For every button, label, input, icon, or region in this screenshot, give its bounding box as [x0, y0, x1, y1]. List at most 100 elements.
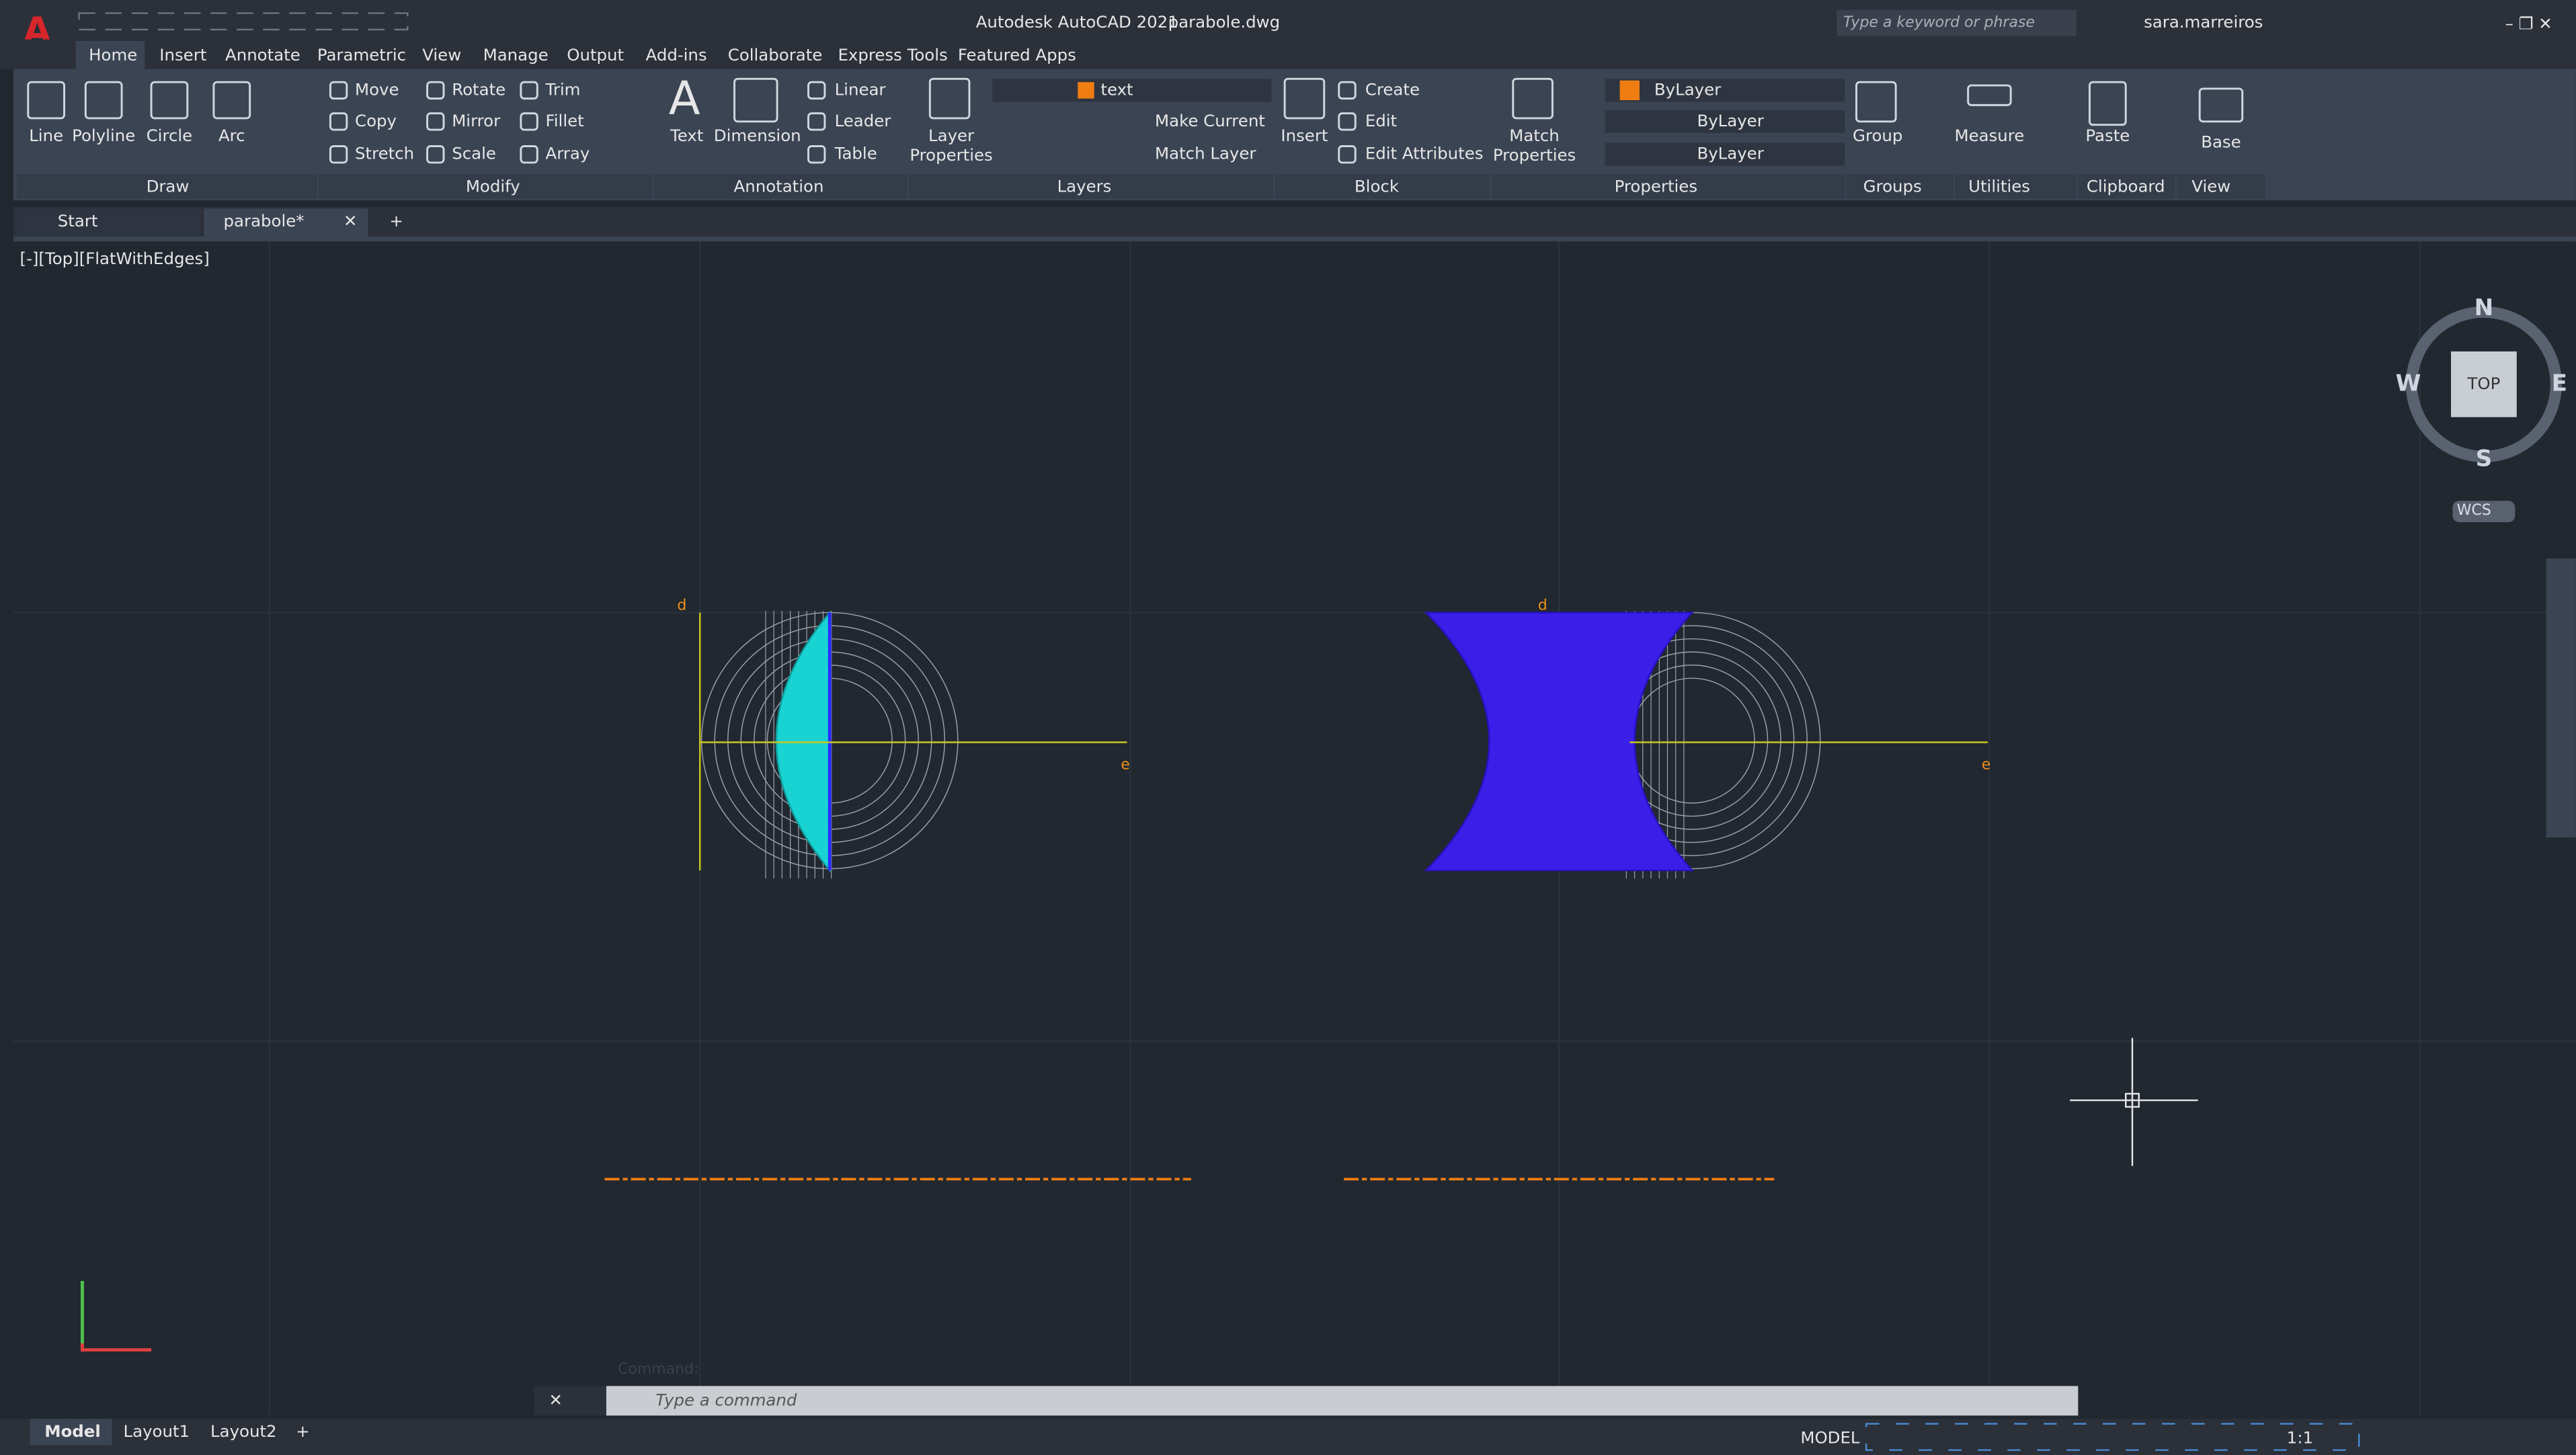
command-placeholder[interactable]: Type a command: [655, 1390, 797, 1409]
viewcube-face[interactable]: [2451, 351, 2517, 417]
tool-label[interactable]: Leader: [835, 111, 892, 130]
quick-access-toolbar[interactable]: [78, 12, 409, 31]
tool-icon[interactable]: [27, 81, 66, 120]
tool-icon[interactable]: [1855, 81, 1897, 123]
property-dropdown[interactable]: [1605, 110, 1845, 133]
user-name[interactable]: sara.marreiros: [2144, 12, 2263, 32]
panel-title-bar[interactable]: [1846, 174, 1954, 199]
tool-label[interactable]: Move: [355, 79, 399, 99]
panel-title[interactable]: Layers: [1057, 177, 1112, 196]
tool-label[interactable]: Copy: [355, 111, 397, 130]
tool-label[interactable]: Stretch: [355, 144, 414, 163]
property-value[interactable]: ByLayer: [1697, 111, 1764, 130]
panel-title[interactable]: Properties: [1615, 177, 1697, 196]
property-value[interactable]: ByLayer: [1697, 144, 1764, 163]
tool-icon[interactable]: [426, 112, 445, 131]
menu-tab[interactable]: Output: [567, 45, 624, 65]
tool-icon[interactable]: [329, 112, 348, 131]
menu-tab[interactable]: Add-ins: [646, 45, 707, 65]
tool-icon[interactable]: [520, 112, 538, 131]
property-dropdown[interactable]: [1605, 79, 1845, 102]
model-space[interactable]: MODEL: [1800, 1428, 1860, 1448]
panel-title-bar[interactable]: [1492, 174, 1845, 199]
layout-tab[interactable]: Layout2: [210, 1421, 277, 1441]
tool-label[interactable]: Edit Attributes: [1365, 144, 1484, 163]
tool-icon[interactable]: [2198, 87, 2244, 123]
annotation-scale[interactable]: 1:1: [2287, 1428, 2313, 1448]
tool-label[interactable]: Properties: [1493, 145, 1576, 165]
layout-tab[interactable]: Layout1: [124, 1421, 190, 1441]
tool-label[interactable]: Edit: [1365, 111, 1397, 130]
active-tab[interactable]: [75, 41, 145, 69]
menu-tab[interactable]: Insert: [159, 45, 206, 65]
compass-south[interactable]: S: [2476, 446, 2493, 472]
panel-title[interactable]: Draw: [147, 177, 190, 196]
tool-icon[interactable]: [84, 81, 123, 120]
menu-tab[interactable]: Parametric: [317, 45, 406, 65]
tool-icon[interactable]: [1338, 145, 1357, 164]
menu-tab[interactable]: Manage: [483, 45, 549, 65]
tool-label[interactable]: Insert: [1281, 126, 1328, 145]
menu-tab[interactable]: View: [422, 45, 461, 65]
command-controls[interactable]: [534, 1386, 606, 1416]
panel-title-bar[interactable]: [653, 174, 908, 199]
close-tab[interactable]: ✕: [344, 211, 357, 231]
tool-icon[interactable]: [807, 81, 826, 100]
tool-label[interactable]: Array: [546, 144, 590, 163]
layer-name[interactable]: text: [1100, 79, 1133, 99]
tool-icon[interactable]: [212, 81, 251, 120]
tool-label[interactable]: Group: [1853, 126, 1902, 145]
tool-label[interactable]: Make Current: [1155, 111, 1265, 130]
tool-label[interactable]: Circle: [147, 126, 193, 145]
tool-label[interactable]: Base: [2201, 132, 2241, 152]
tool-icon[interactable]: [426, 81, 445, 100]
tool-icon[interactable]: [1283, 77, 1326, 120]
search-placeholder[interactable]: Type a keyword or phrase: [1843, 14, 2035, 31]
doc-tab-label[interactable]: Start: [58, 211, 98, 231]
ucs-menu[interactable]: [2452, 501, 2515, 523]
compass-east[interactable]: E: [2552, 370, 2567, 397]
tool-icon[interactable]: [1338, 112, 1357, 131]
tool-icon[interactable]: [520, 81, 538, 100]
tool-label[interactable]: Paste: [2085, 126, 2130, 145]
layout-tab-active[interactable]: [30, 1419, 112, 1446]
menu-tab[interactable]: Featured Apps: [958, 45, 1076, 65]
panel-title[interactable]: Annotation: [734, 177, 824, 196]
tool-label[interactable]: Line: [29, 126, 63, 145]
compass-north[interactable]: N: [2474, 294, 2494, 321]
tool-label[interactable]: Rotate: [452, 79, 506, 99]
panel-title[interactable]: View: [2191, 177, 2230, 196]
tool-label[interactable]: Layer: [928, 126, 975, 145]
tool-icon[interactable]: [520, 145, 538, 164]
command-line[interactable]: [606, 1386, 2079, 1416]
tool-icon[interactable]: [733, 77, 778, 123]
tool-label[interactable]: Scale: [452, 144, 496, 163]
tool-label[interactable]: Dimension: [714, 126, 801, 145]
panel-title-bar[interactable]: [1955, 174, 2077, 199]
property-dropdown[interactable]: [1605, 142, 1845, 166]
tool-label[interactable]: Table: [834, 144, 877, 163]
panel-title[interactable]: Utilities: [1968, 177, 2030, 196]
tool-label[interactable]: Polyline: [72, 126, 135, 145]
tool-icon[interactable]: [1967, 84, 2012, 106]
status-toggles[interactable]: [1865, 1423, 2360, 1451]
panel-title[interactable]: Block: [1355, 177, 1400, 196]
panel-title-bar[interactable]: [2176, 174, 2265, 199]
new-layout[interactable]: +: [296, 1421, 309, 1441]
doc-tab-label[interactable]: parabole*: [224, 211, 305, 231]
new-tab[interactable]: +: [389, 211, 403, 231]
panel-title[interactable]: Groups: [1863, 177, 1922, 196]
viewport-controls[interactable]: [-][Top][FlatWithEdges]: [20, 249, 210, 268]
tool-label[interactable]: Measure: [1955, 126, 2025, 145]
panel-title-bar[interactable]: [16, 174, 317, 199]
tool-icon[interactable]: [1512, 77, 1554, 120]
panel-title-bar[interactable]: [319, 174, 653, 199]
layout-tab[interactable]: Model: [44, 1421, 100, 1441]
panel-title-bar[interactable]: [2078, 174, 2175, 199]
tool-label[interactable]: Create: [1365, 79, 1420, 99]
navigation-bar[interactable]: [2546, 558, 2576, 838]
tool-icon[interactable]: [1338, 81, 1357, 100]
property-value[interactable]: ByLayer: [1654, 79, 1722, 99]
tool-label[interactable]: Linear: [835, 79, 887, 99]
menu-tab[interactable]: Express Tools: [838, 45, 947, 65]
